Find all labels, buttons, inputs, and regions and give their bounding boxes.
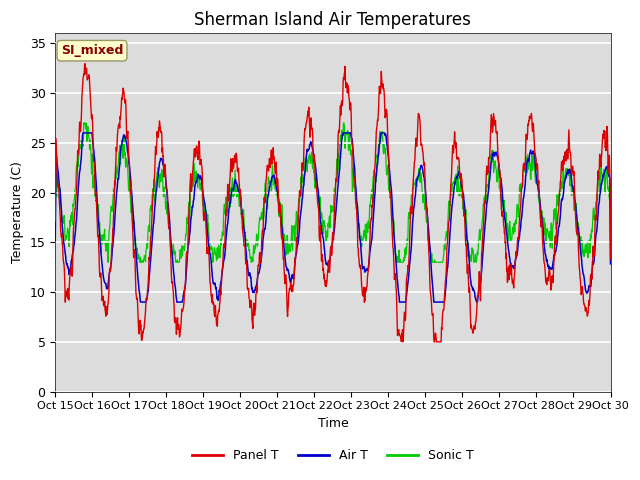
Title: Sherman Island Air Temperatures: Sherman Island Air Temperatures — [195, 11, 471, 29]
Y-axis label: Temperature (C): Temperature (C) — [11, 162, 24, 264]
X-axis label: Time: Time — [317, 417, 348, 430]
Text: SI_mixed: SI_mixed — [61, 44, 123, 57]
Legend: Panel T, Air T, Sonic T: Panel T, Air T, Sonic T — [187, 444, 479, 468]
